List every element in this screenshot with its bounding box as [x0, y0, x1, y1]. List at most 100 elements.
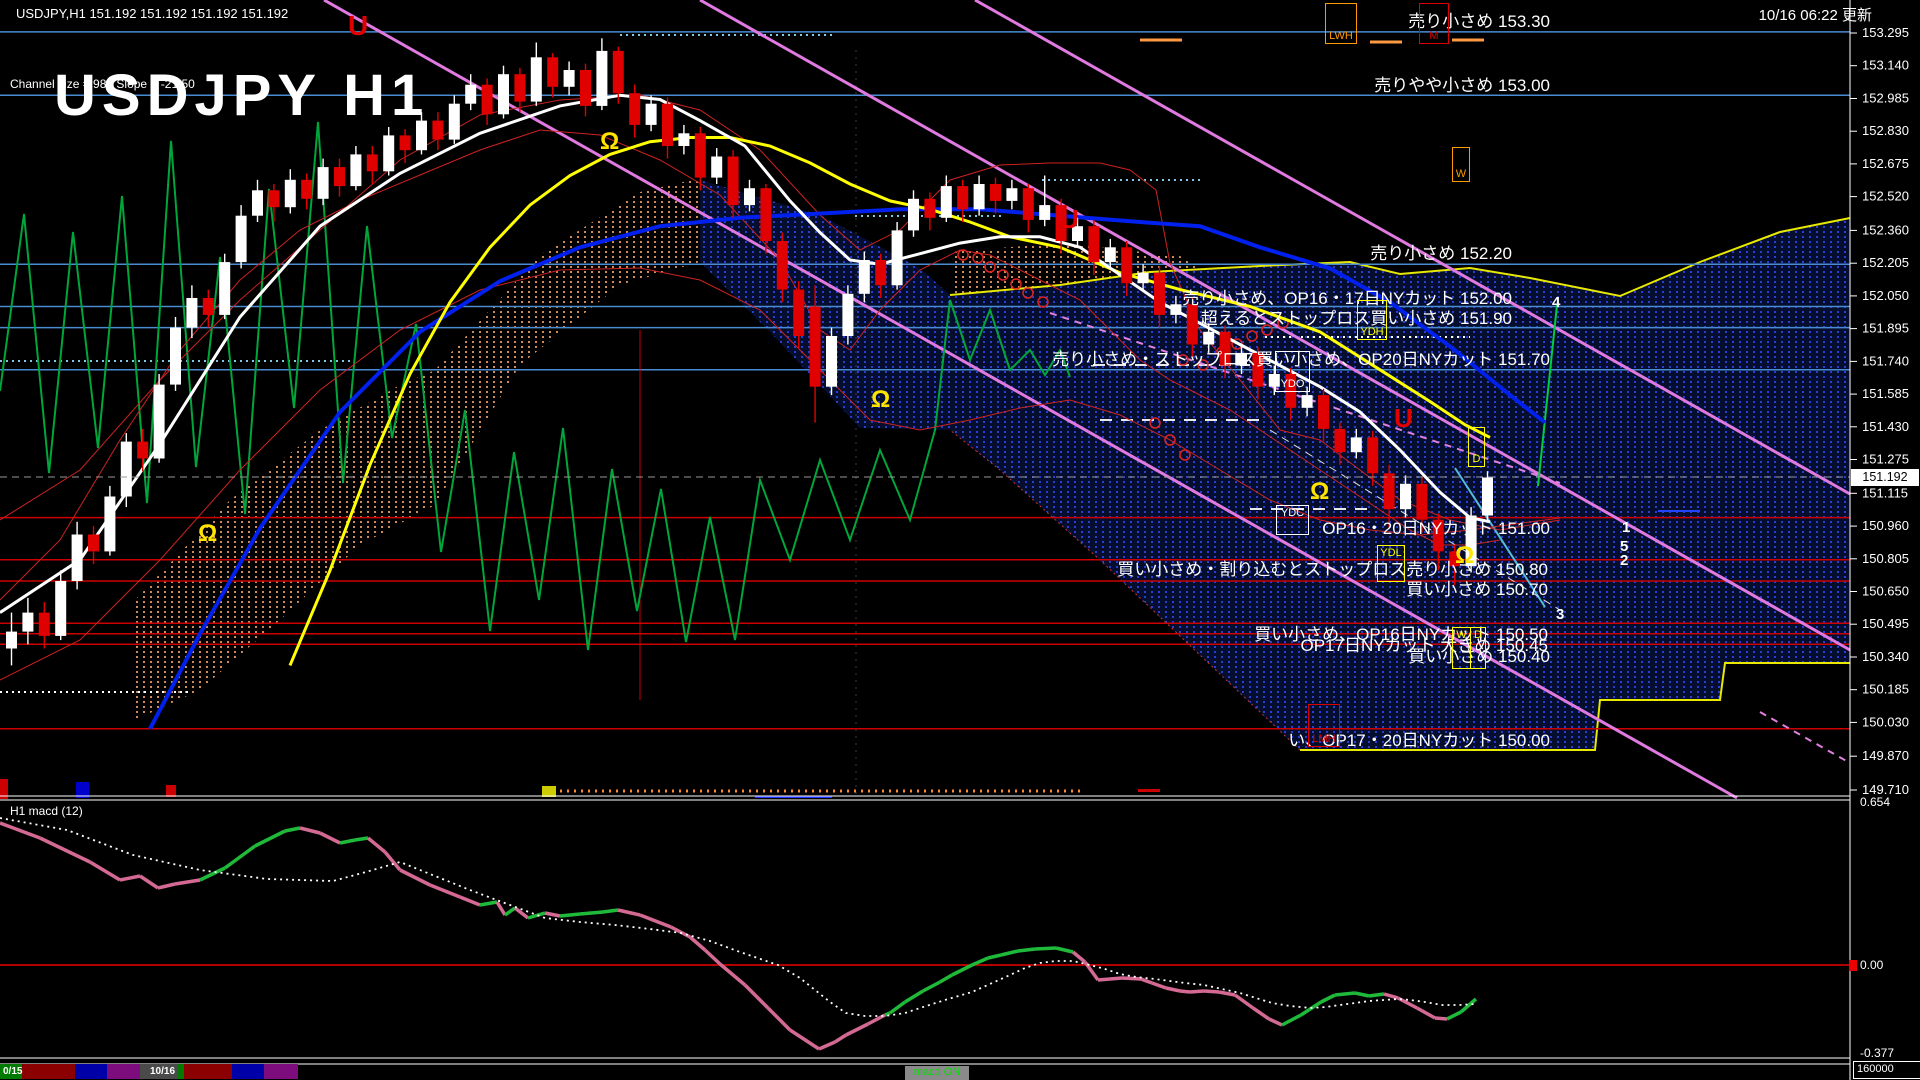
- candle-bullish: [1006, 188, 1018, 201]
- price-tick-label: 153.140: [1862, 58, 1909, 73]
- green-count-line: [1537, 304, 1558, 487]
- price-tick-label: 150.650: [1862, 584, 1909, 599]
- macd-main-line: [1354, 991, 1370, 998]
- macd-main-line: [579, 910, 604, 916]
- macd-main-line: [1203, 989, 1220, 994]
- session-block: [178, 1064, 184, 1079]
- scale-value-box: 160000: [1853, 1061, 1920, 1079]
- yellow-omega-signal-icon: Ω: [1310, 478, 1330, 505]
- kumo-lower-edge: [1300, 662, 1850, 751]
- macd-main-line: [1189, 989, 1205, 994]
- macd-main-line: [1140, 977, 1153, 985]
- macd-main-line: [366, 836, 387, 854]
- bottom-indicator-bar: [542, 786, 556, 797]
- candle-bearish: [629, 93, 641, 125]
- candle-bearish: [809, 306, 821, 387]
- chart-label-box: LWH: [1325, 3, 1357, 44]
- candle-bearish: [1285, 374, 1297, 408]
- candle-bullish: [973, 184, 985, 210]
- chart-label-box: M: [1419, 3, 1449, 44]
- red-down-signal-icon: U: [1394, 403, 1413, 433]
- chart-label-box-text: W: [1456, 629, 1467, 641]
- macd-main-line: [818, 1040, 836, 1051]
- macd-main-line: [174, 878, 201, 886]
- price-tick-label: 150.805: [1862, 551, 1909, 566]
- macd-main-line: [1218, 990, 1236, 997]
- price-annotation: 買い小さめ・割り込むとストップロス売り小さめ 150.80: [1117, 560, 1548, 579]
- macd-main-line: [703, 948, 722, 966]
- signal-circle-marker: [1164, 434, 1176, 446]
- kumo-cloud-hatch: [700, 180, 950, 430]
- candle-bullish: [219, 262, 231, 315]
- candle-bullish: [645, 103, 657, 125]
- candle-bearish: [793, 289, 805, 336]
- macd-tick-label: 0.00: [1860, 958, 1884, 972]
- macd-main-line: [503, 906, 517, 917]
- channel-info-label: Channel size = 989 Slope = -21.50: [10, 77, 195, 91]
- candle-bullish: [153, 384, 165, 459]
- macd-main-line: [39, 836, 91, 864]
- candle-bearish: [1432, 519, 1444, 552]
- macd-signal-line: [0, 817, 1477, 1017]
- chart-label-box-text: D: [1474, 629, 1482, 641]
- chart-label-box-text: D: [1472, 453, 1481, 465]
- macd-main-line: [1233, 993, 1255, 1010]
- macd-main-line: [718, 962, 747, 987]
- macd-main-line: [884, 1011, 891, 1017]
- candle-bearish: [334, 167, 345, 187]
- candle-bullish: [120, 441, 132, 497]
- candle-bearish: [957, 186, 969, 210]
- yellow-omega-signal-icon: Ω: [198, 520, 218, 547]
- candle-bearish: [547, 57, 559, 87]
- channel-midline-dashed: [1049, 312, 1561, 484]
- signal-circle-marker: [972, 252, 984, 264]
- macd-main-line: [544, 911, 561, 918]
- macd-main-line: [1097, 977, 1111, 982]
- price-tick-label: 149.710: [1862, 782, 1909, 797]
- price-tick-label: 150.340: [1862, 649, 1909, 664]
- price-tick-label: 151.430: [1862, 419, 1909, 434]
- candle-bearish: [514, 74, 526, 102]
- candle-bullish: [1170, 304, 1182, 315]
- signal-circle-marker: [984, 261, 996, 273]
- bottom-indicator-bar: [1138, 789, 1160, 792]
- bottom-indicator-bar: [76, 782, 89, 798]
- signal-circle-marker: [1246, 330, 1258, 342]
- candle-bullish: [842, 293, 854, 336]
- white-dashed-trendline: [1269, 429, 1561, 611]
- macd-main-line: [299, 826, 321, 835]
- candle-bullish: [22, 612, 34, 632]
- signal-circle-marker: [1022, 287, 1034, 299]
- price-tick-label: 153.295: [1862, 25, 1909, 40]
- macd-main-line: [1446, 1010, 1462, 1021]
- candle-bullish: [940, 186, 952, 218]
- signal-circle-marker: [997, 269, 1009, 281]
- signal-circle-marker: [957, 249, 969, 261]
- macd-toggle-button[interactable]: macd ON: [905, 1066, 969, 1080]
- candle-bearish: [924, 198, 936, 218]
- chart-label-box: YDO: [1275, 351, 1310, 392]
- candle-bullish: [104, 496, 116, 552]
- candle-bullish: [596, 50, 608, 106]
- candle-bullish: [1039, 205, 1051, 220]
- price-annotation: OP17日NYカット 大きめ 150.45: [1300, 636, 1548, 655]
- candle-bearish: [202, 298, 214, 315]
- candle-bullish: [448, 103, 460, 140]
- candle-bullish: [711, 156, 723, 178]
- candle-bearish: [1334, 428, 1346, 453]
- session-block: [140, 1064, 178, 1079]
- chart-label-box: YDL: [1377, 545, 1405, 582]
- macd-main-line: [354, 836, 369, 842]
- candle-bullish: [1465, 515, 1477, 567]
- price-annotation: 買い小さめ 150.70: [1406, 580, 1548, 599]
- price-tick-label: 151.895: [1862, 321, 1909, 336]
- signal-circle-marker: [1149, 417, 1161, 429]
- price-tick-label: 152.985: [1862, 91, 1909, 106]
- candle-bullish: [858, 260, 870, 294]
- candle-bearish: [776, 241, 788, 290]
- macd-main-line: [888, 1000, 907, 1015]
- candle-bearish: [481, 84, 493, 115]
- signal-circle-marker: [1179, 449, 1191, 461]
